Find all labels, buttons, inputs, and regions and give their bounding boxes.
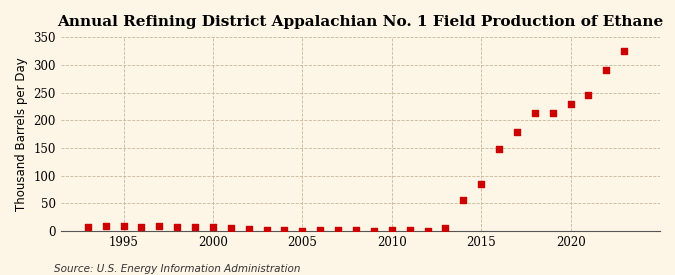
- Point: [565, 101, 576, 106]
- Point: [512, 130, 522, 135]
- Point: [171, 225, 182, 229]
- Point: [279, 228, 290, 232]
- Point: [547, 111, 558, 115]
- Point: [261, 228, 272, 232]
- Title: Annual Refining District Appalachian No. 1 Field Production of Ethane: Annual Refining District Appalachian No.…: [57, 15, 664, 29]
- Point: [82, 224, 93, 229]
- Point: [118, 223, 129, 228]
- Point: [386, 228, 397, 232]
- Point: [154, 223, 165, 228]
- Point: [350, 228, 361, 232]
- Point: [136, 225, 146, 229]
- Point: [476, 182, 487, 186]
- Point: [225, 226, 236, 230]
- Point: [100, 223, 111, 228]
- Point: [297, 228, 308, 233]
- Point: [458, 197, 468, 202]
- Point: [315, 228, 325, 232]
- Point: [333, 228, 344, 232]
- Point: [207, 225, 218, 229]
- Text: Source: U.S. Energy Information Administration: Source: U.S. Energy Information Administ…: [54, 264, 300, 274]
- Point: [493, 147, 504, 151]
- Y-axis label: Thousand Barrels per Day: Thousand Barrels per Day: [15, 57, 28, 211]
- Point: [422, 228, 433, 233]
- Point: [583, 93, 594, 97]
- Point: [404, 228, 415, 232]
- Point: [529, 111, 540, 115]
- Point: [440, 226, 451, 230]
- Point: [369, 228, 379, 233]
- Point: [601, 68, 612, 72]
- Point: [243, 227, 254, 232]
- Point: [190, 224, 200, 229]
- Point: [619, 49, 630, 53]
